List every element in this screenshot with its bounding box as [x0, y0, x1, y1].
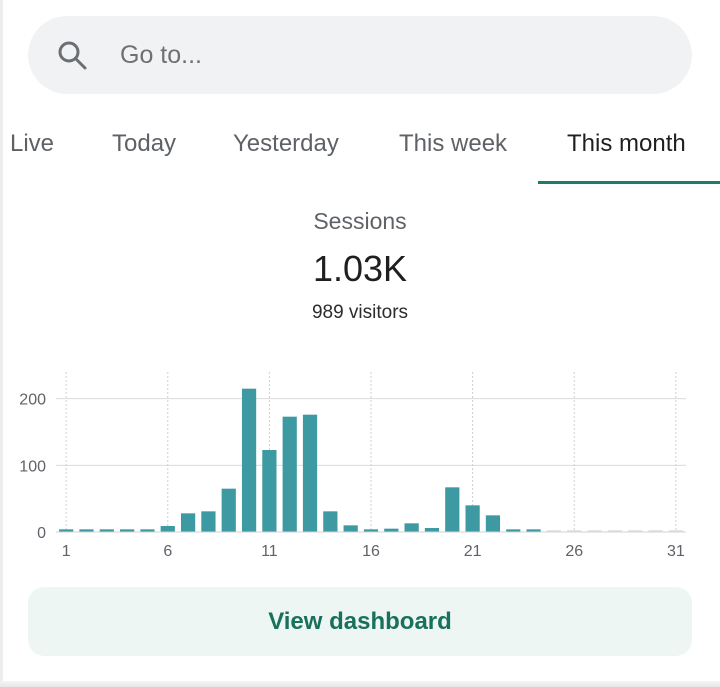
bar-day-22 — [485, 515, 501, 532]
bar-day-17 — [384, 528, 399, 532]
tab-live[interactable]: Live — [10, 130, 55, 157]
bar-day-9 — [221, 488, 236, 532]
x-tick-label: 16 — [362, 543, 380, 560]
bar-day-16 — [363, 529, 379, 532]
x-tick-label: 6 — [163, 543, 172, 560]
bar-day-19 — [424, 528, 440, 532]
bar-day-6 — [160, 526, 175, 532]
x-tick-label: 11 — [261, 543, 278, 560]
bar-day-26 — [567, 530, 582, 532]
view-dashboard-button[interactable]: View dashboard — [28, 587, 692, 656]
x-tick-label: 31 — [667, 543, 685, 560]
bar-day-29 — [628, 530, 643, 532]
y-tick-label: 0 — [37, 525, 46, 542]
tab-this-month[interactable]: This month — [567, 130, 686, 157]
metric-value: 1.03K — [312, 248, 408, 289]
bar-day-2 — [79, 529, 94, 532]
bar-day-12 — [282, 416, 297, 532]
metric-subtext: 989 visitors — [311, 302, 409, 323]
bar-day-28 — [607, 530, 622, 532]
bar-day-25 — [546, 530, 562, 532]
bar-day-7 — [180, 513, 196, 532]
bar-day-14 — [323, 511, 338, 532]
bar-day-10 — [241, 388, 257, 532]
bar-day-3 — [99, 529, 114, 532]
y-tick-label: 100 — [19, 458, 46, 475]
search-bar[interactable] — [28, 16, 692, 94]
x-tick-label: 26 — [565, 543, 583, 560]
bar-day-21 — [465, 505, 480, 532]
bar-day-24 — [526, 529, 541, 532]
bar-day-20 — [445, 487, 460, 532]
search-icon — [58, 41, 87, 70]
bar-day-1 — [59, 529, 74, 532]
bar-day-13 — [302, 414, 318, 532]
bar-day-27 — [587, 530, 602, 532]
tab-this-week[interactable]: This week — [399, 130, 508, 157]
tab-today[interactable]: Today — [112, 130, 177, 157]
tab-yesterday[interactable]: Yesterday — [233, 130, 339, 157]
bar-day-8 — [201, 511, 216, 532]
bar-day-11 — [262, 450, 277, 532]
metric-label: Sessions — [313, 208, 407, 234]
x-tick-label: 1 — [62, 543, 71, 560]
bar-day-18 — [404, 523, 419, 532]
bar-day-5 — [140, 529, 155, 532]
bar-day-23 — [506, 529, 521, 532]
left-border — [0, 0, 3, 687]
bar-day-30 — [648, 530, 663, 532]
search-input[interactable] — [120, 16, 660, 94]
bar-day-4 — [120, 529, 135, 532]
bar-day-31 — [668, 530, 683, 532]
active-tab-indicator — [538, 181, 720, 184]
bottom-border — [0, 681, 720, 687]
x-tick-label: 21 — [464, 543, 482, 560]
bar-day-15 — [343, 525, 358, 532]
y-tick-label: 200 — [19, 392, 46, 409]
